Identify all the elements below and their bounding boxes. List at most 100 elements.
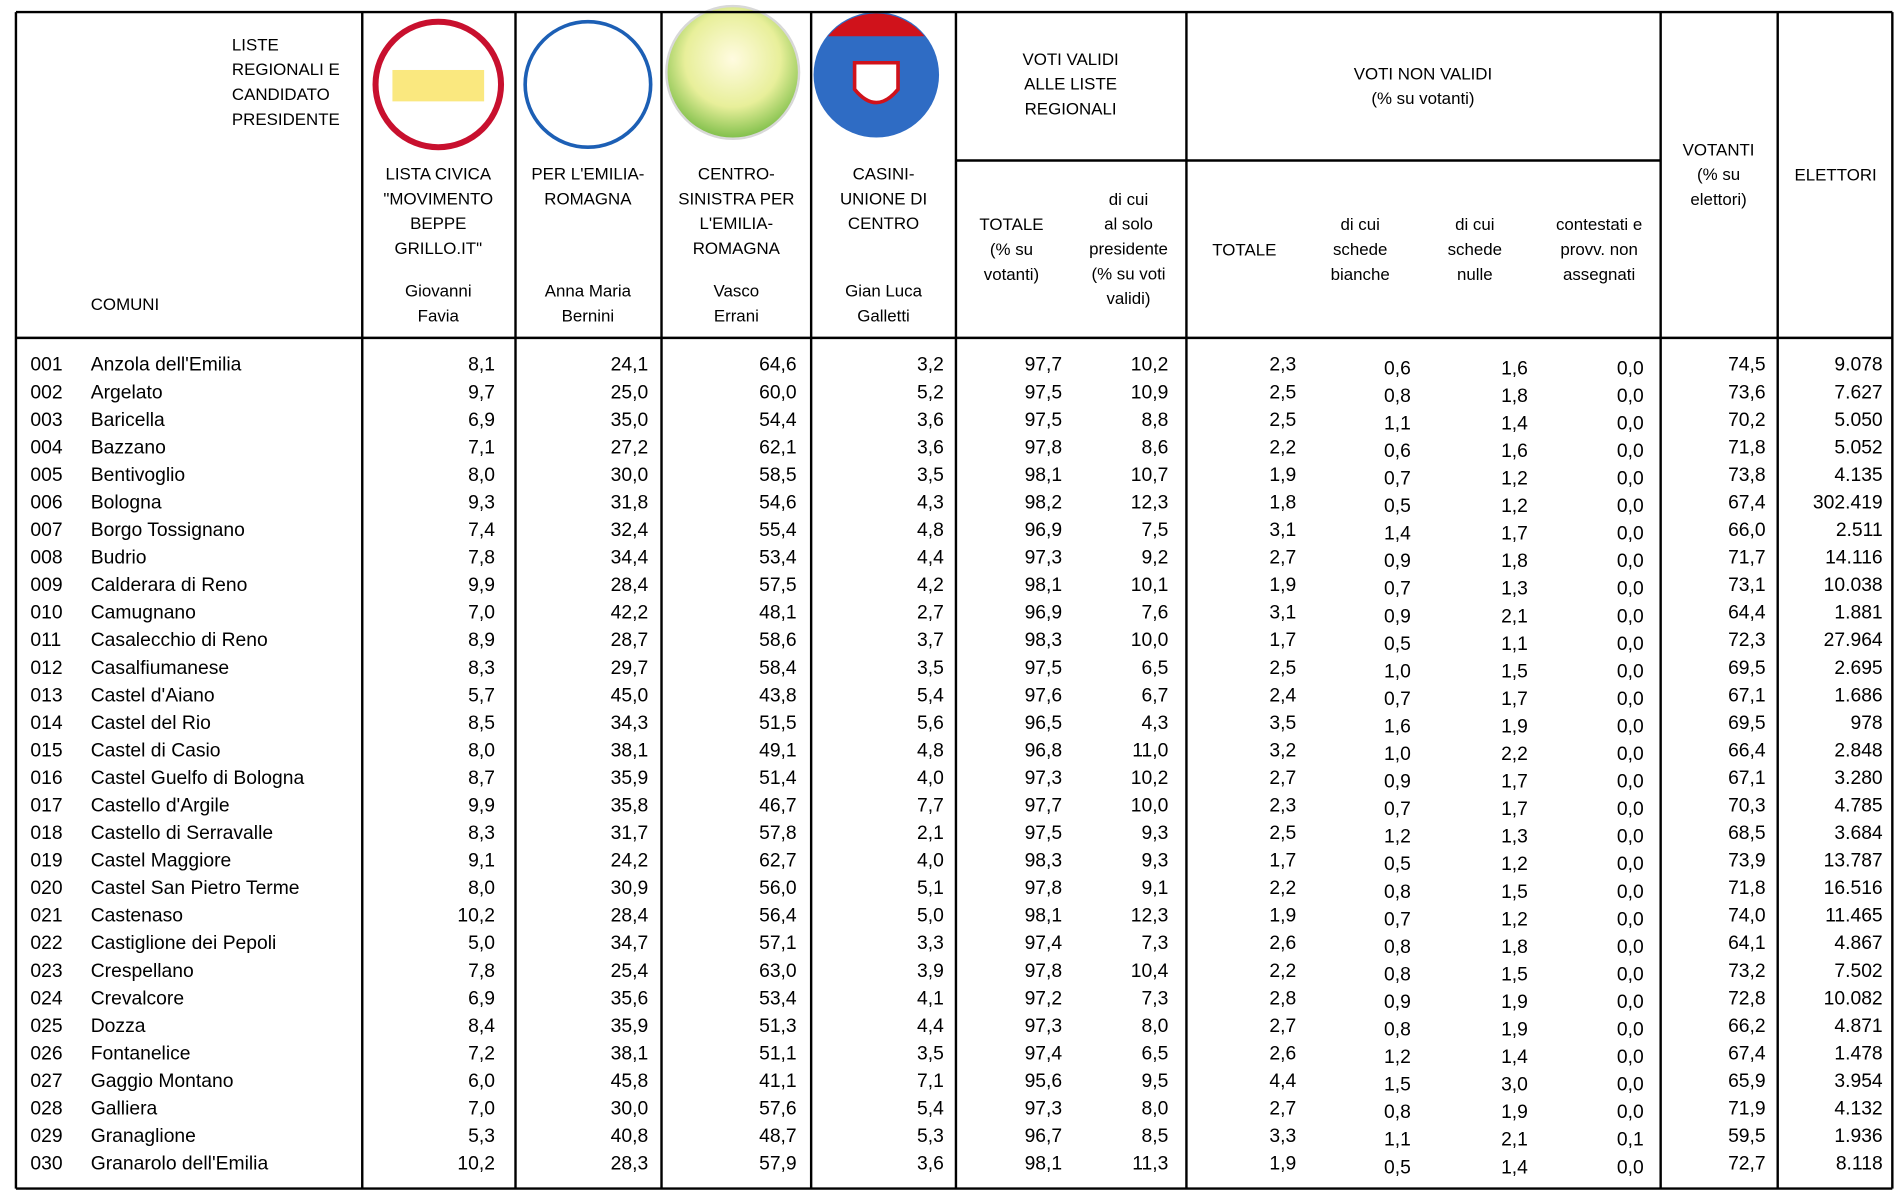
group-header: ALLE LISTE — [1024, 75, 1117, 94]
cell-value: 8,1 — [468, 355, 495, 376]
cell-value: 8,4 — [468, 1016, 495, 1037]
candidate-name: Favia — [418, 306, 460, 325]
cell-value: 0,0 — [1617, 992, 1644, 1013]
cell-value: 3,6 — [917, 1154, 944, 1175]
list-name: PER L'EMILIA- — [531, 164, 644, 183]
candidate-name: Vasco — [714, 281, 760, 300]
cell-value: 10.082 — [1824, 988, 1883, 1009]
cell-value: 4.135 — [1834, 465, 1882, 486]
cell-value: 2.511 — [1836, 520, 1883, 541]
cell-value: 42,2 — [611, 603, 649, 624]
cell-value: 98,1 — [1025, 465, 1063, 486]
cell-value: 58,6 — [759, 630, 797, 651]
cell-value: 8,0 — [1141, 1099, 1168, 1120]
cell-value: 0,0 — [1617, 964, 1644, 985]
cell-value: 34,7 — [611, 933, 649, 954]
list-name: UNIONE DI — [840, 189, 927, 208]
cell-value: 1,2 — [1384, 1047, 1411, 1068]
cell-value: 3,5 — [917, 465, 944, 486]
cell-value: 11,0 — [1132, 740, 1168, 761]
row-code: 018 — [30, 823, 62, 844]
cell-value: 5.050 — [1834, 410, 1882, 431]
cell-value: 0,5 — [1384, 1157, 1411, 1178]
cell-value: 24,1 — [611, 355, 649, 376]
cell-value: 8,8 — [1141, 410, 1168, 431]
cell-value: 7.502 — [1834, 961, 1882, 982]
cell-value: 1,2 — [1501, 496, 1528, 517]
cell-value: 5,6 — [917, 713, 944, 734]
cell-value: 41,1 — [759, 1071, 797, 1092]
cell-value: 0,8 — [1384, 882, 1411, 903]
cell-value: 4,3 — [1141, 713, 1168, 734]
cell-value: 10,2 — [1131, 768, 1169, 789]
cell-value: 45,8 — [611, 1071, 649, 1092]
header-label: COMUNI — [91, 295, 159, 314]
cell-value: 28,4 — [611, 575, 649, 596]
cell-value: 10,2 — [1131, 355, 1169, 376]
cell-value: 0,7 — [1384, 799, 1411, 820]
column-header: schede — [1333, 240, 1387, 259]
cell-value: 0,0 — [1617, 358, 1644, 379]
cell-value: 46,7 — [759, 795, 797, 816]
cell-value: 67,4 — [1728, 492, 1766, 513]
cell-value: 49,1 — [759, 740, 797, 761]
cell-value: 1,4 — [1501, 413, 1528, 434]
list-name: "MOVIMENTO — [383, 189, 493, 208]
comune-name: Castel del Rio — [91, 713, 211, 734]
list-name: L'EMILIA- — [700, 214, 774, 233]
cell-value: 28,4 — [611, 906, 649, 927]
cell-value: 53,4 — [759, 548, 797, 569]
cell-value: 57,9 — [759, 1154, 797, 1175]
row-code: 013 — [30, 685, 62, 706]
cell-value: 0,0 — [1617, 744, 1644, 765]
cell-value: 1.478 — [1834, 1043, 1882, 1064]
cell-value: 4.785 — [1834, 795, 1882, 816]
cell-value: 55,4 — [759, 520, 797, 541]
cell-value: 97,8 — [1025, 437, 1063, 458]
cell-value: 30,0 — [611, 1099, 649, 1120]
cell-value: 5,7 — [468, 685, 495, 706]
cell-value: 0,7 — [1384, 689, 1411, 710]
cell-value: 7,7 — [917, 795, 944, 816]
cell-value: 0,6 — [1384, 358, 1411, 379]
comune-name: Castello di Serravalle — [91, 823, 273, 844]
cell-value: 2,7 — [1269, 768, 1296, 789]
cell-value: 1,5 — [1501, 882, 1528, 903]
cell-value: 71,8 — [1728, 878, 1766, 899]
cell-value: 51,5 — [759, 713, 797, 734]
cell-value: 2,5 — [1269, 658, 1296, 679]
cell-value: 2,3 — [1269, 355, 1296, 376]
row-code: 010 — [30, 603, 62, 624]
column-header: TOTALE — [1212, 240, 1276, 259]
cell-value: 8,3 — [468, 658, 495, 679]
column-header: di cui — [1109, 190, 1148, 209]
logo-centrosinistra — [665, 4, 801, 140]
comune-name: Castel San Pietro Terme — [91, 878, 300, 899]
cell-value: 1,5 — [1501, 661, 1528, 682]
cell-value: 73,8 — [1728, 465, 1766, 486]
cell-value: 3,1 — [1269, 603, 1296, 624]
cell-value: 10,7 — [1131, 465, 1169, 486]
row-code: 014 — [30, 713, 62, 734]
cell-value: 5,3 — [917, 1126, 944, 1147]
row-code: 006 — [30, 492, 62, 513]
cell-value: 54,4 — [759, 410, 797, 431]
cell-value: 1,3 — [1501, 579, 1528, 600]
cell-value: 13.787 — [1824, 851, 1883, 872]
cell-value: 4,4 — [917, 1016, 944, 1037]
candidate-name: Anna Maria — [545, 281, 632, 300]
cell-value: 9,7 — [468, 382, 495, 403]
column-header: validi) — [1106, 289, 1150, 308]
cell-value: 51,1 — [759, 1043, 797, 1064]
cell-value: 64,1 — [1728, 933, 1766, 954]
cell-value: 70,2 — [1728, 410, 1766, 431]
row-code: 021 — [30, 906, 62, 927]
cell-value: 0,8 — [1384, 964, 1411, 985]
cell-value: 57,8 — [759, 823, 797, 844]
cell-value: 98,3 — [1025, 851, 1063, 872]
cell-value: 0,0 — [1617, 689, 1644, 710]
cell-value: 0,0 — [1617, 1047, 1644, 1068]
header-label: LISTE — [232, 35, 279, 54]
row-code: 011 — [30, 630, 61, 651]
cell-value: 1,9 — [1269, 906, 1296, 927]
